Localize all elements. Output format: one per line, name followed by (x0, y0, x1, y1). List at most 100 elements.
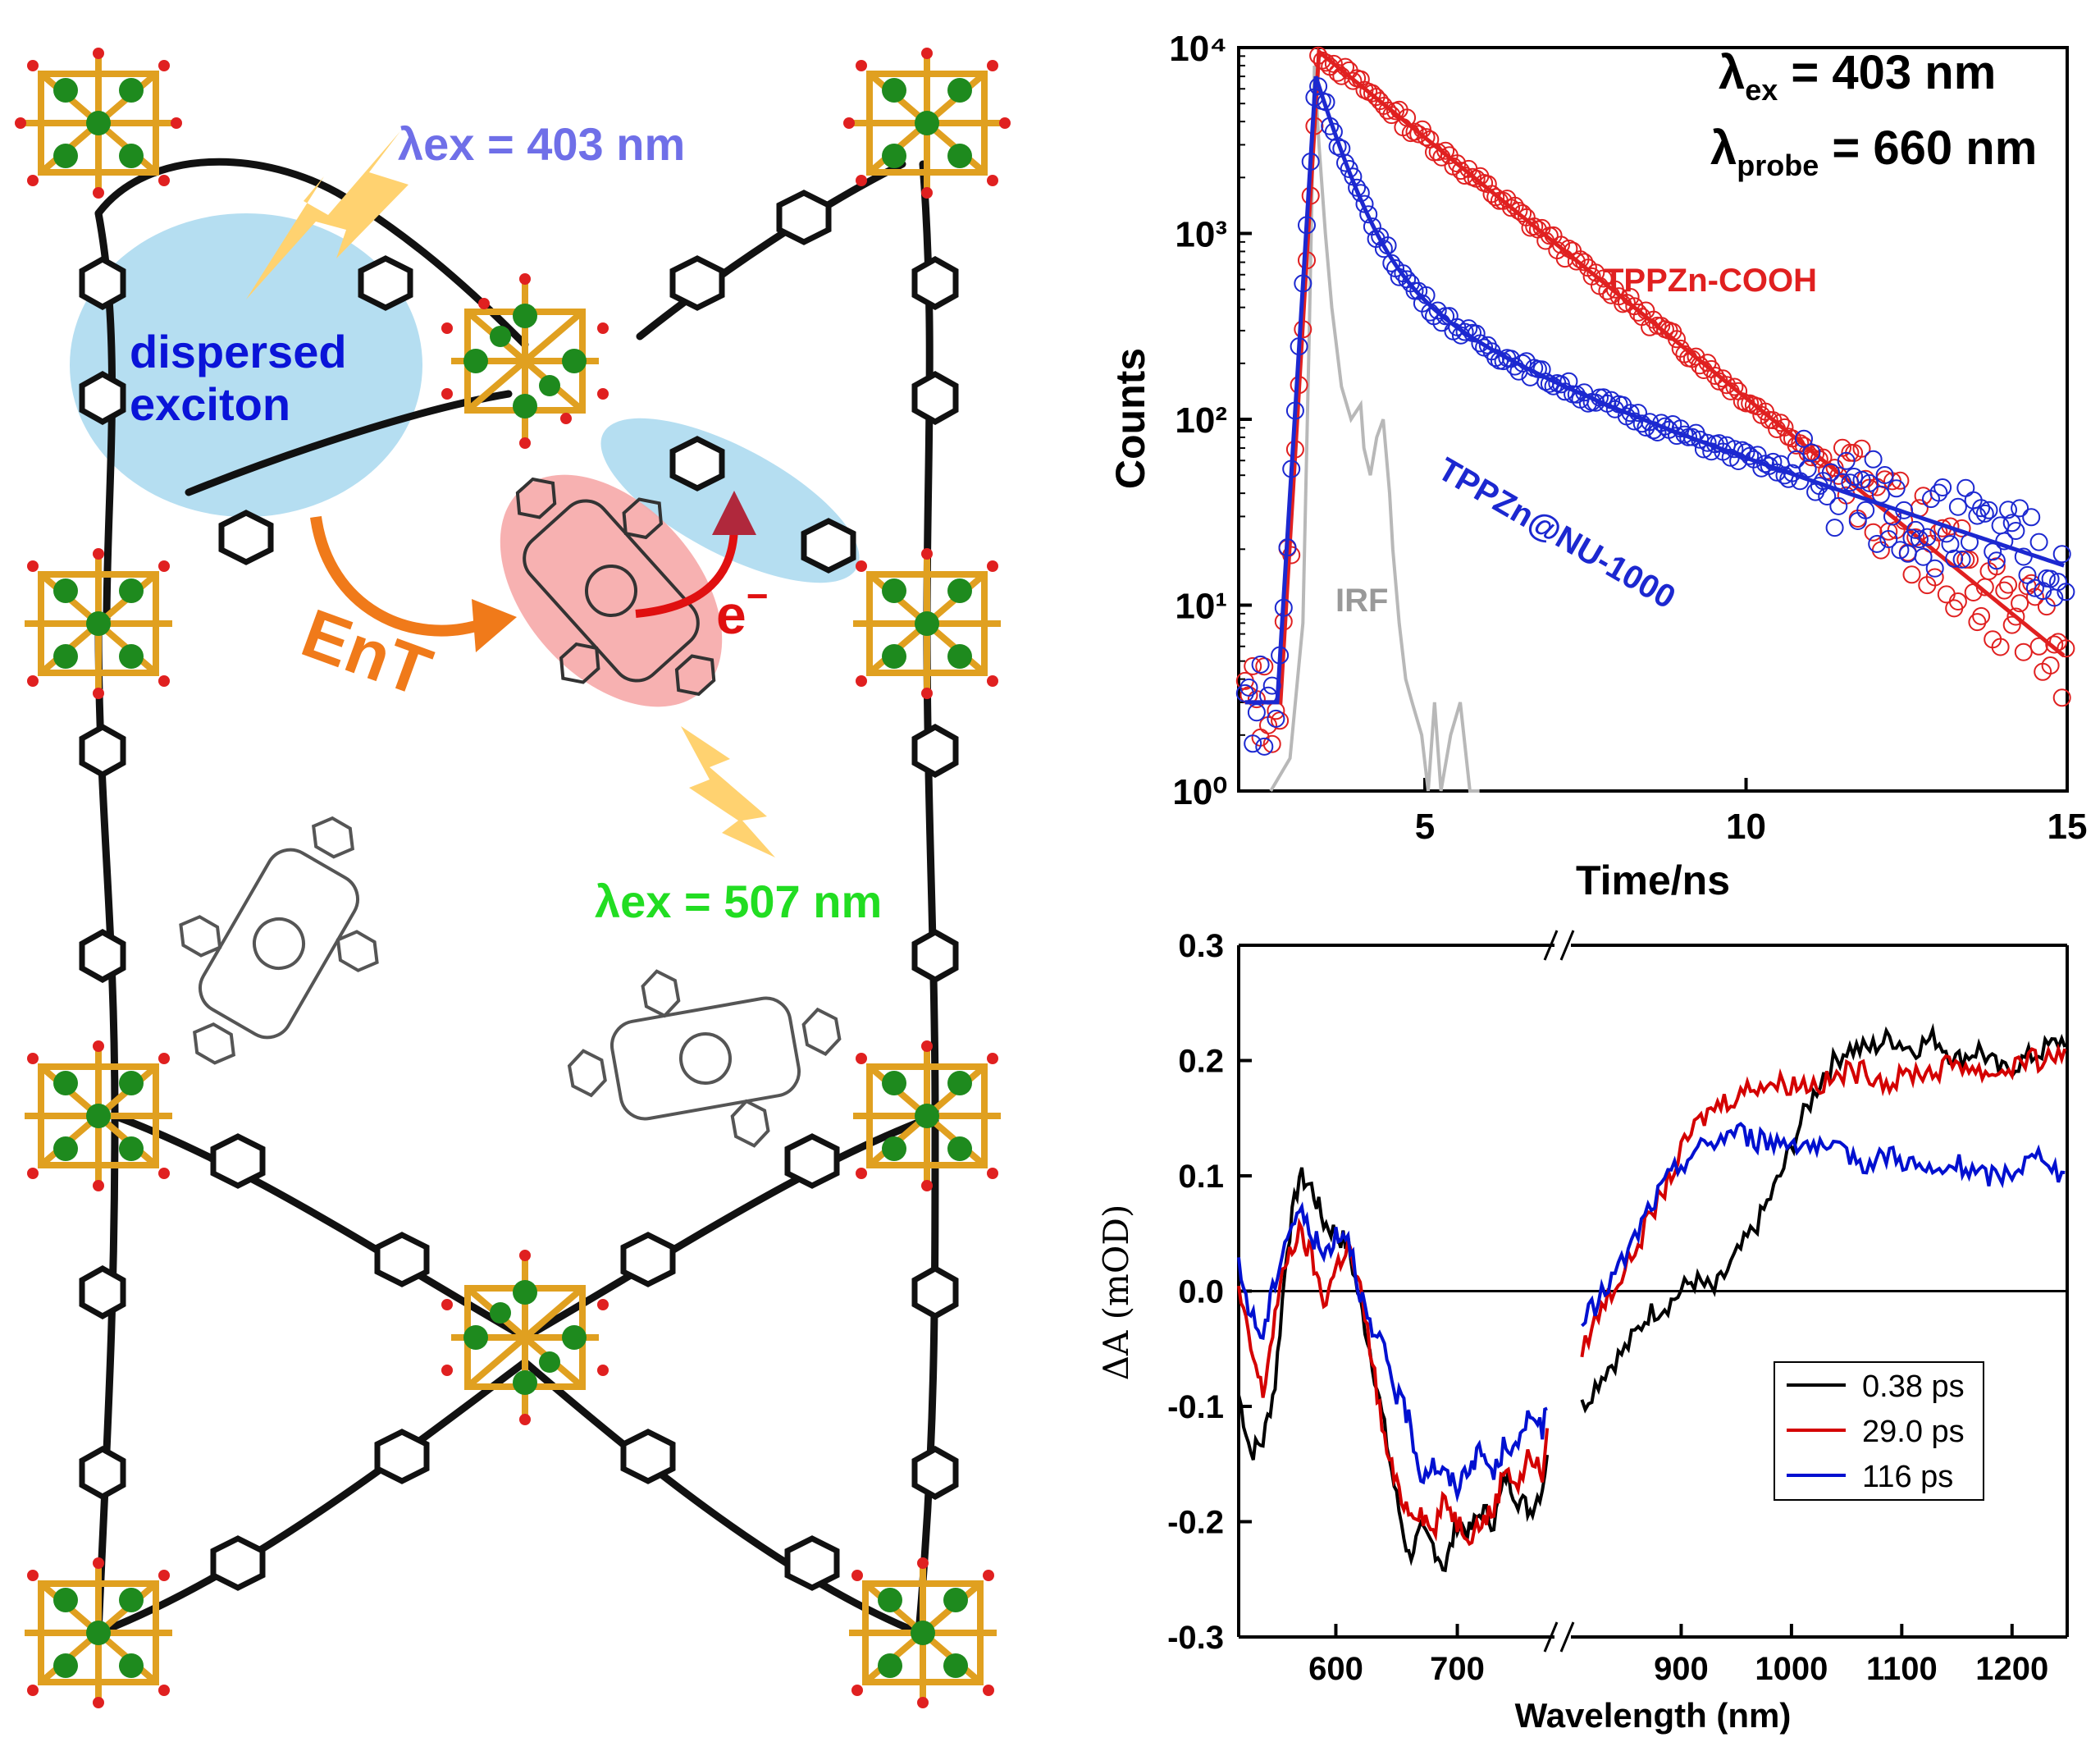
tppzn-cooh-marker (1864, 523, 1883, 542)
tppzn-nu1000-marker (2006, 522, 2025, 540)
zr-cluster-node (25, 1040, 172, 1191)
series-label-tppzn-cooh: TPPZn-COOH (1604, 263, 1817, 299)
electron-transfer-arrow (635, 491, 756, 618)
tppzn-cooh-marker (1852, 439, 1871, 458)
decay-x-axis-title: Time/ns (1576, 857, 1730, 903)
tppzn-cooh-marker (1902, 565, 1921, 584)
tppzn-nu1000-marker (1787, 450, 1806, 469)
ta-axis-ticks: 0.3 0.2 0.1 0.0 -0.1 -0.2 -0.3 600 700 900 1000 110… (1167, 928, 2067, 1687)
tppzn-cooh-marker (1999, 575, 2017, 594)
ta-trace-116-ps-visible (1237, 1201, 1548, 1503)
decay-y-tick-label: 10³ (1175, 215, 1227, 255)
tppzn-cooh-marker (2002, 615, 2021, 634)
tppzn-nu1000-marker (1925, 559, 1944, 578)
ta-x-axis-title: Wavelength (nm) (1515, 1696, 1792, 1735)
tppzn-cooh-marker (2011, 594, 2029, 613)
tppzn-nu1000-marker (1972, 499, 1991, 518)
tppzn-cooh-marker (1244, 656, 1262, 675)
tppzn-nu1000-marker (1841, 473, 1860, 492)
tppzn-nu1000-marker (1348, 178, 1367, 197)
zr-cluster-node (843, 48, 1011, 199)
tppzn-nu1000-marker (1845, 468, 1864, 486)
ta-trace-29-0-ps-nir (1580, 1043, 2067, 1358)
tppzn-nu1000-marker (1910, 530, 1929, 549)
ta-y-tick-label: -0.3 (1167, 1620, 1224, 1656)
tppzn-cooh-marker (1968, 613, 1987, 632)
lambda-ex-symbol: λ (1719, 46, 1745, 99)
tppzn-cooh-marker (1629, 303, 1647, 322)
tppzn-cooh-marker (1567, 252, 1586, 271)
tppzn-cooh-marker (1771, 414, 1790, 432)
tppzn-nu1000-marker (2011, 499, 2029, 518)
dispersed-exciton-label-line1: dispersed (130, 326, 347, 377)
tppzn-nu1000-fit-line (1244, 75, 2065, 705)
tppzn-cooh-marker (1513, 204, 1532, 222)
excitation-403-label: λex = 403 nm (398, 118, 685, 170)
tppzn-nu1000-marker (1952, 550, 1971, 569)
tppzn-nu1000-marker (1821, 463, 1840, 482)
ta-legend: 0.38 ps 29.0 ps 116 ps (1774, 1361, 1984, 1501)
tppzn-cooh-marker (1961, 551, 1979, 569)
irf-trace (1269, 65, 1480, 793)
tppzn-cooh-marker (1725, 377, 1744, 396)
tppzn-nu1000-marker (1999, 501, 2017, 519)
tppzn-nu1000-marker (1914, 547, 1933, 566)
tppzn-nu1000-marker (1359, 205, 1378, 224)
dispersed-exciton-label-line2: exciton (130, 378, 290, 430)
tppzn-nu1000-marker (1267, 709, 1285, 728)
tppzn-cooh-marker (1705, 367, 1724, 385)
lambda-probe-annotation: λprobe = 660 nm (1710, 121, 2037, 182)
tppzn-cooh-marker (1262, 734, 1281, 753)
ta-x-tick-label: 600 (1308, 1651, 1363, 1687)
porphyrin-molecules (179, 477, 842, 1148)
tppzn-nu1000-marker (1860, 473, 1879, 492)
tppzn-nu1000-marker (1918, 528, 1937, 546)
tppzn-nu1000-marker (1244, 734, 1262, 753)
lambda-ex-value: = 403 nm (1778, 46, 1996, 99)
ta-x-tick-label: 900 (1654, 1651, 1709, 1687)
tppzn-nu1000-marker (1975, 504, 1994, 523)
tppzn-nu1000-marker (1795, 429, 1813, 448)
tppzn-cooh-marker (1948, 592, 1967, 610)
legend-label-29ps: 29.0 ps (1862, 1415, 1965, 1449)
lightning-bolt-507-icon (681, 726, 775, 857)
mof-scheme: λex = 403 nm λex = 507 nm dispersed exci… (15, 48, 1011, 1708)
ta-trace-0-38-ps-visible (1237, 1167, 1550, 1573)
tppzn-cooh-marker (1344, 71, 1363, 90)
tppzn-cooh-marker (1451, 162, 1470, 181)
lambda-ex-annotation: λex = 403 nm (1719, 46, 1996, 107)
decay-x-tick-label: 5 (1415, 807, 1435, 847)
zr-cluster-node (25, 548, 172, 699)
tppzn-cooh-marker (1995, 581, 2014, 600)
tppzn-nu1000-marker (1875, 466, 1894, 484)
tppzn-nu1000-marker (2018, 565, 2037, 584)
zr-clusters (15, 48, 1011, 1708)
zr-cluster-node (441, 273, 609, 449)
tppzn-nu1000-marker (2041, 569, 2060, 588)
ta-x-tick-label: 700 (1430, 1651, 1485, 1687)
tppzn-cooh-marker (1972, 606, 1991, 625)
electron-label: e− (716, 574, 769, 645)
tppzn-cooh-marker (2029, 637, 2048, 656)
tppzn-cooh-marker (1617, 294, 1636, 312)
tppzn-nu1000-marker (1948, 497, 1967, 516)
zr-cluster-node (441, 1250, 609, 1425)
ta-y-axis-title: ΔA (mOD) (1096, 1205, 1136, 1381)
series-label-irf: IRF (1335, 583, 1388, 619)
decay-y-tick-label: 10² (1175, 400, 1227, 441)
tppzn-nu1000-marker (1864, 450, 1883, 469)
tppzn-nu1000-marker (1987, 551, 2006, 570)
decay-chart: 5 10 15 10⁰ 10¹ 10² 10³ 10⁴ Time/ns Counts λex … (1107, 29, 2087, 903)
decay-x-tick-label: 10 (1726, 807, 1766, 847)
zr-cluster-node (853, 1040, 1001, 1191)
tppzn-nu1000-marker (1239, 678, 1258, 697)
tppzn-nu1000-marker (1945, 549, 1964, 568)
tppzn-cooh-marker (1502, 199, 1520, 217)
porphyrin-highlighted (515, 477, 716, 697)
ta-trace-29-0-ps-visible (1237, 1217, 1550, 1547)
tppzn-nu1000-marker (2022, 508, 2041, 527)
zr-cluster-node (849, 1557, 997, 1708)
tppzn-nu1000-marker (1255, 737, 1274, 756)
tppzn-nu1000-marker (1798, 460, 1817, 478)
ta-y-tick-label: 0.0 (1178, 1274, 1224, 1310)
